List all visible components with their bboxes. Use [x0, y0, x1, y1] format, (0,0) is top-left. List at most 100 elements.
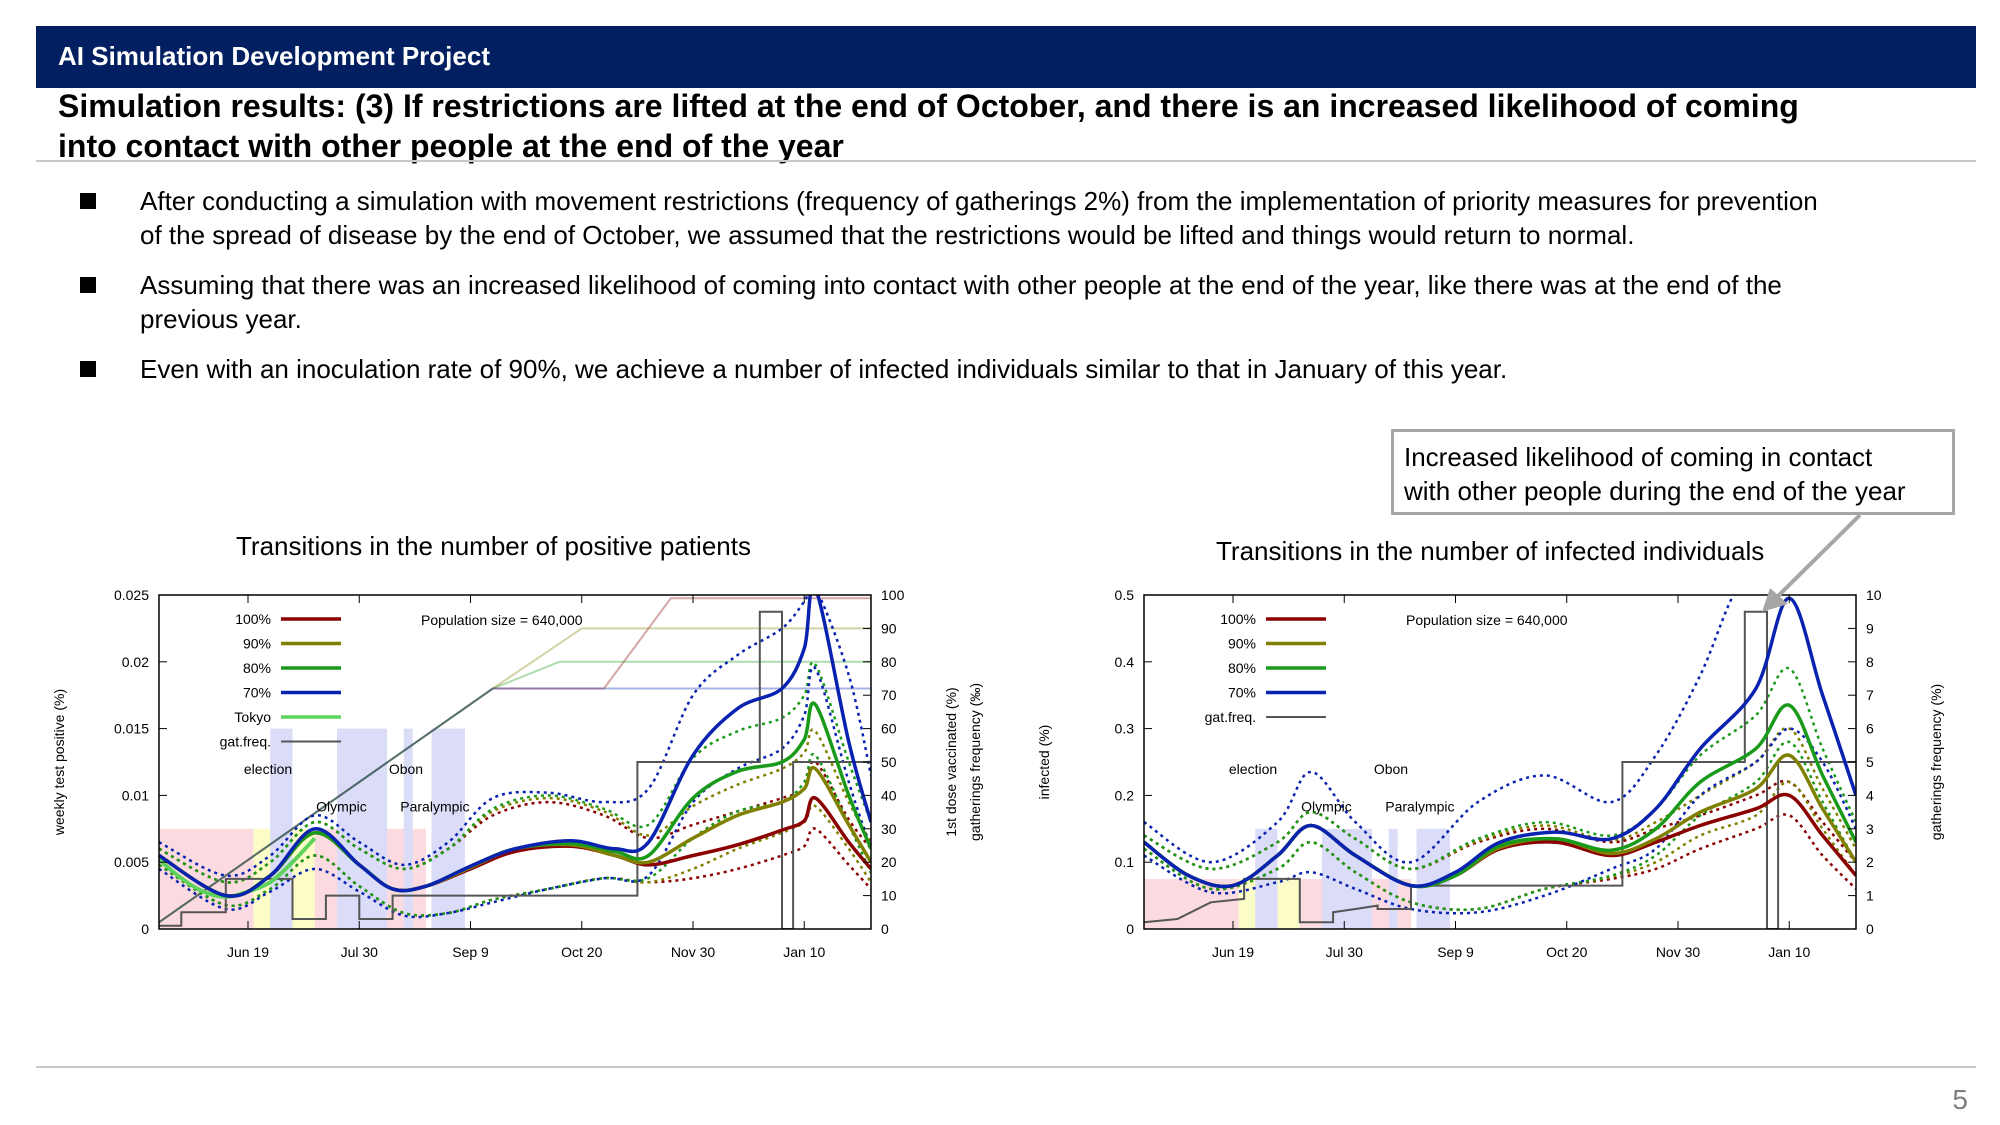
callout-line-2: with other people during the end of the …: [1404, 476, 1906, 506]
chart-2-y2-tick-label: 7: [1866, 687, 1874, 703]
chart-1-y-tick-label: 0.01: [122, 787, 149, 803]
chart-2-event-label: Obon: [1374, 761, 1408, 777]
chart-1-legend-label: Tokyo: [234, 709, 271, 725]
chart-2-x-tick-label: Nov 30: [1656, 944, 1701, 960]
chart-1-band-lower-s80: [159, 752, 871, 917]
chart-2-band-upper-s80: [1144, 666, 1856, 871]
chart-1-x-tick-label: Jun 19: [227, 944, 269, 960]
slide-title-line-2: into contact with other people at the en…: [58, 128, 844, 164]
chart-1-y2-tick-label: 90: [881, 620, 897, 636]
chart-2-legend-label: 100%: [1220, 611, 1256, 627]
bullet-2-line-1: Assuming that there was an increased lik…: [140, 270, 1782, 300]
chart-1-population-annotation: Population size = 640,000: [421, 612, 583, 628]
chart-1-y2-tick-label: 60: [881, 721, 897, 737]
chart-2-y-tick-label: 0.1: [1115, 854, 1135, 870]
chart-1-y2-tick-label: 70: [881, 687, 897, 703]
callout-box: Increased likelihood of coming in contac…: [1391, 429, 1955, 515]
chart-2-legend-label: 80%: [1228, 660, 1256, 676]
chart-1-y-tick-label: 0.015: [114, 721, 149, 737]
chart-2-x-tick-label: Jan 10: [1768, 944, 1810, 960]
chart-1-y2-tick-label: 0: [881, 921, 889, 937]
chart-1-vaccination-line-s70: [159, 687, 871, 924]
chart-1-legend-label: 70%: [243, 685, 271, 701]
bullet-2: Assuming that there was an increased lik…: [140, 268, 1960, 336]
chart-1-band-upper-s70: [159, 595, 871, 878]
chart-1-y2-tick-label: 100: [881, 587, 905, 603]
chart-1-event-label: Obon: [389, 761, 423, 777]
chart-1-band-upper-s90: [159, 728, 871, 884]
chart-2-event-label: Olympic: [1301, 798, 1352, 814]
chart-1-series-line-s80: [159, 701, 871, 898]
bullet-1-line-2: of the spread of disease by the end of O…: [140, 220, 1635, 250]
callout-pointer: [1774, 513, 1862, 600]
header-bar: AI Simulation Development Project: [36, 26, 1976, 88]
chart-2-band-lower-s80: [1144, 740, 1856, 911]
bullet-2-line-2: previous year.: [140, 304, 302, 334]
bullet-marker: [80, 361, 96, 377]
chart-1-band-upper-s100: [159, 760, 871, 884]
chart-2-y2-tick-label: 0: [1866, 921, 1874, 937]
chart-2-y-tick-label: 0: [1126, 921, 1134, 937]
chart-1-event-label: Olympic: [316, 798, 367, 814]
chart-2-y2-tick-label: 2: [1866, 854, 1874, 870]
chart-1-y-tick-label: 0.005: [114, 854, 149, 870]
bullet-3-line-1: Even with an inoculation rate of 90%, we…: [140, 354, 1508, 384]
chart-1-y-tick-label: 0: [141, 921, 149, 937]
chart-2-y2-tick-label: 1: [1866, 888, 1874, 904]
chart-1-x-tick-label: Jul 30: [341, 944, 379, 960]
footer-divider: [36, 1066, 1976, 1068]
chart-1-vaccination-line-s90: [159, 627, 871, 924]
bullet-marker: [80, 277, 96, 293]
chart-1-shaded-period: [431, 728, 465, 929]
chart-2-y2-tick-label: 10: [1866, 587, 1882, 603]
chart-1-x-tick-label: Oct 20: [561, 944, 602, 960]
chart-1-shaded-period: [270, 728, 293, 929]
chart-2-shaded-period: [1322, 828, 1373, 929]
chart-2-series-line-s80: [1144, 703, 1856, 889]
chart-2-x-tick-label: Jun 19: [1212, 944, 1254, 960]
chart-1-y-tick-label: 0.02: [122, 654, 149, 670]
chart-1-x-tick-label: Sep 9: [452, 944, 489, 960]
chart-2-event-label: Paralympic: [1385, 798, 1454, 814]
chart-2-title: Transitions in the number of infected in…: [1216, 536, 1765, 566]
chart-2-y-tick-label: 0.5: [1115, 587, 1135, 603]
chart-1-shaded-period: [337, 728, 388, 929]
chart-2-y2-tick-label: 3: [1866, 821, 1874, 837]
chart-1-y2-tick-label: 20: [881, 854, 897, 870]
bullet-3: Even with an inoculation rate of 90%, we…: [140, 352, 1960, 386]
chart-1-y2-axis-label-2: gatherings frequency (‰): [967, 683, 983, 841]
chart-2-legend-label: gat.freq.: [1205, 709, 1256, 725]
chart-2-y-tick-label: 0.2: [1115, 787, 1135, 803]
title-divider: [36, 160, 1976, 162]
chart-2-x-tick-label: Oct 20: [1546, 944, 1587, 960]
chart-1-x-tick-label: Nov 30: [671, 944, 716, 960]
chart-1-legend-label: 90%: [243, 636, 271, 652]
chart-1-y-axis-label: weekly test positive (%): [51, 689, 67, 836]
chart-1-y2-tick-label: 80: [881, 654, 897, 670]
callout-line-1: Increased likelihood of coming in contac…: [1404, 442, 1873, 472]
chart-2-y2-tick-label: 5: [1866, 754, 1874, 770]
bullet-marker: [80, 193, 96, 209]
chart-1-series-line-s70: [159, 595, 871, 898]
chart-1-y-tick-label: 0.025: [114, 587, 149, 603]
chart-2-y-tick-label: 0.3: [1115, 721, 1135, 737]
chart-1-legend-label: gat.freq.: [220, 734, 271, 750]
chart-2-gatfreq-line: [1144, 610, 1856, 929]
chart-2-band-lower-s70: [1144, 727, 1856, 915]
chart-2-y2-tick-label: 8: [1866, 654, 1874, 670]
chart-2-legend-label: 90%: [1228, 636, 1256, 652]
chart-1-y2-axis-label: 1st dose vaccinated (%): [943, 687, 959, 836]
bullet-1: After conducting a simulation with movem…: [140, 184, 1960, 252]
chart-1-y2-tick-label: 10: [881, 888, 897, 904]
chart-1-title: Transitions in the number of positive pa…: [236, 531, 751, 561]
chart-1-band-lower-s70: [159, 665, 871, 919]
chart-2-population-annotation: Population size = 640,000: [1406, 612, 1568, 628]
chart-2-y2-tick-label: 4: [1866, 787, 1874, 803]
chart-2-y2-tick-label: 6: [1866, 721, 1874, 737]
chart-2-legend-label: 70%: [1228, 685, 1256, 701]
slide-title: Simulation results: (3) If restrictions …: [58, 86, 1958, 166]
chart-1-band-upper-s80: [159, 660, 871, 884]
chart-2-band-upper-s100: [1144, 779, 1856, 871]
chart-2-y-axis-label: infected (%): [1036, 725, 1052, 800]
chart-2-x-tick-label: Jul 30: [1326, 944, 1364, 960]
